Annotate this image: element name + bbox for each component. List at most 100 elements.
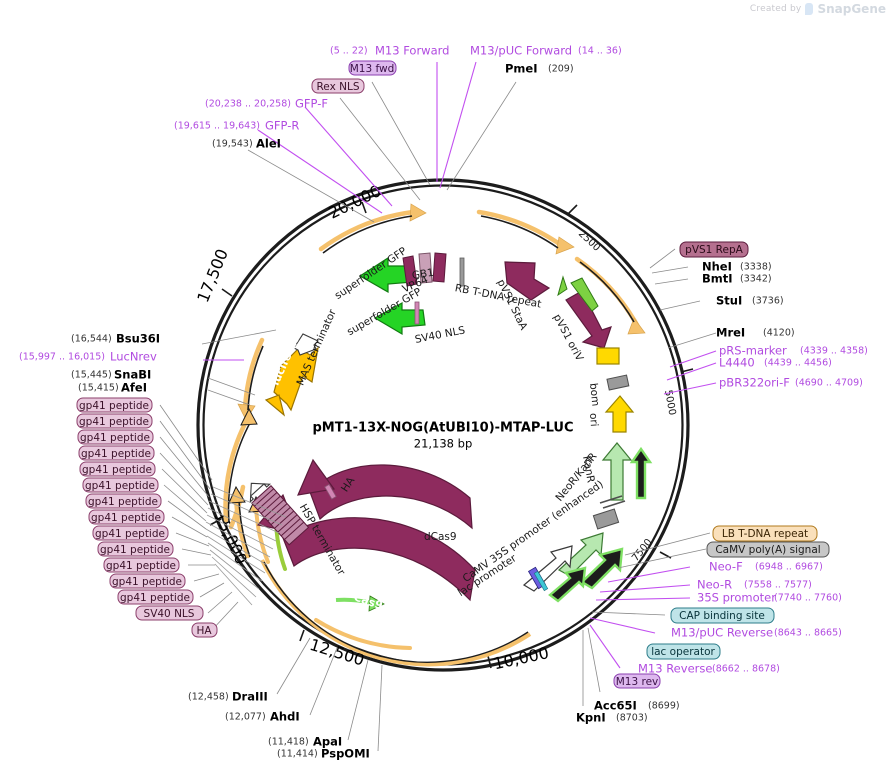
badge-cap-binding-site[interactable]: CAP binding site [670,607,775,624]
badge-gp41-4[interactable]: gp41 peptide [78,445,155,461]
primer-label-gfp-f: GFP-F [295,97,328,111]
primer-range: (7740 .. 7760) [774,593,842,604]
badge-gp41-9[interactable]: gp41 peptide [92,525,169,541]
badge-label: gp41 peptide [91,512,161,524]
tick-label: 5000 [662,389,677,416]
plasmid-title-group: pMT1-13X-NOG(AtUBI10)-MTAP-LUC 21,138 bp [312,421,573,451]
badge-gp41-10[interactable]: gp41 peptide [97,541,174,557]
badge-gp41-11[interactable]: gp41 peptide [103,557,180,573]
enzyme-label-ahdi: AhdI [270,710,300,724]
feature-bom[interactable] [606,374,630,391]
feature-sv40-nls-inner[interactable] [414,301,420,325]
badge-label: HA [196,625,212,637]
badge-camv-polya-signal[interactable]: CaMV poly(A) signal [706,541,830,558]
enzyme-label-pspomi: PspOMI [321,747,370,761]
feature-luciferase[interactable] [264,346,319,417]
badge-label: CAP binding site [679,610,765,622]
tick-7500: 7500 [630,537,672,564]
badge-m13-rev[interactable]: M13 rev [613,673,661,689]
enzyme-label-apai: ApaI [313,735,342,749]
primer-label-lucnrev: LucNrev [110,350,157,364]
badge-gp41-6[interactable]: gp41 peptide [82,477,159,493]
primer-label-gfp-r: GFP-R [265,119,299,133]
feature-mas-terminator[interactable] [293,333,319,356]
primer-label-l4440: L4440 [719,356,755,370]
feature-rb-tdna-repeat[interactable] [459,257,465,287]
inner-label-kanr: KanR [580,455,597,484]
badge-label: gp41 peptide [100,544,170,556]
badge-label: gp41 peptide [95,528,165,540]
badge-lac-operator[interactable]: lac operator [646,643,721,660]
badge-label: Rex NLS [316,81,359,93]
badge-gp41-8[interactable]: gp41 peptide [88,509,165,525]
primer-range: (14 .. 36) [578,46,622,57]
snapgene-watermark: Created by SnapGene [750,2,886,16]
badge-gp41-7[interactable]: gp41 peptide [85,493,162,509]
primer-label-m13-puc-forward: M13/pUC Forward [470,44,572,58]
inner-label-bom: bom [587,382,601,406]
badge-pvs1-repa[interactable]: pVS1 RepA [679,241,749,258]
inner-label-sv40-nls: SV40 NLS [414,324,467,346]
inner-label-cas9: Cas9 [352,590,384,612]
primer-range: (5 .. 22) [330,46,368,57]
feature-gp41-repeat-block [205,486,287,606]
gp41-badge-stack[interactable]: gp41 peptide gp41 peptide gp41 peptide g… [76,397,218,638]
primer-range: (4339 .. 4358) [800,346,868,357]
badge-label: gp41 peptide [79,416,149,428]
enzyme-pos: (3338) [740,262,772,273]
badge-label: CaMV poly(A) signal [715,544,820,556]
badge-label: gp41 peptide [79,400,149,412]
enzyme-label-acc65i: Acc65I [594,699,637,713]
enzyme-label-pmei: PmeI [505,62,538,76]
primer-range: (19,615 .. 19,643) [174,121,260,132]
primer-label-pbr322ori-f: pBR322ori-F [719,376,790,390]
tick-label: 2500 [576,228,602,253]
primer-range: (20,238 .. 20,258) [205,99,291,110]
badge-gp41-12[interactable]: gp41 peptide [109,573,186,589]
badge-gp41-3[interactable]: gp41 peptide [77,429,154,445]
badge-label: gp41 peptide [81,448,151,460]
enzyme-label-alei: AleI [256,137,281,151]
feature-kanr[interactable] [601,442,653,501]
primer-label-neo-r: Neo-R [697,578,732,592]
bottom-labels: (12,458) DraIII (12,077) AhdI (11,418) A… [188,690,680,761]
tick-17500: 17,500 [193,246,233,305]
enzyme-pos: (19,543) [212,139,253,150]
badge-label: pVS1 RepA [685,244,743,256]
badge-m13-fwd[interactable]: M13 fwd [348,60,397,76]
feature-dcas9[interactable] [297,458,473,530]
badge-gp41-5[interactable]: gp41 peptide [79,461,156,477]
enzyme-pos: (15,445) [71,370,112,381]
primer-label-prs-marker: pRS-marker [719,344,787,358]
primer-range: (15,997 .. 16,015) [19,352,105,363]
feature-gb1[interactable] [418,252,447,284]
orange-arrow-heads [237,203,646,421]
feature-lac-promoter[interactable] [527,566,549,592]
left-labels: (16,544) Bsu36I (15,997 .. 16,015) LucNr… [19,332,160,395]
badge-label: gp41 peptide [88,496,158,508]
enzyme-pos: (8703) [616,713,648,724]
badge-label: gp41 peptide [80,432,150,444]
feature-superfolder-gfp-2[interactable] [373,301,426,336]
badge-gp41-2[interactable]: gp41 peptide [76,413,153,429]
badge-gp41-13[interactable]: gp41 peptide [117,589,194,605]
badge-ha-left[interactable]: HA [191,622,218,638]
right-labels: M13 Reverse (8662 .. 8678) M13/pUC Rever… [638,260,868,676]
feature-ori[interactable] [604,395,635,433]
tick-label: 17,500 [193,246,232,305]
feature-pvs1-oriv[interactable] [557,275,620,365]
feature-pvs1-staa[interactable] [504,261,551,301]
feature-vp64[interactable] [402,255,418,287]
page-title: pMT1-13X-NOG(AtUBI10)-MTAP-LUC [312,421,573,436]
top-labels: (5 .. 22) M13 Forward M13/pUC Forward (1… [330,44,622,76]
enzyme-pos: (16,544) [71,334,112,345]
badge-label: lac operator [651,646,715,658]
badge-rex-nls[interactable]: Rex NLS [311,78,365,94]
tick-5000: 5000 [662,368,694,416]
badge-gp41-1[interactable]: gp41 peptide [76,397,153,413]
enzyme-pos: (12,077) [225,712,266,723]
badge-lb-tdna-repeat[interactable]: LB T-DNA repeat [712,525,818,542]
badge-sv40-nls[interactable]: SV40 NLS [135,605,204,621]
feature-hsp-terminator[interactable] [242,475,310,546]
